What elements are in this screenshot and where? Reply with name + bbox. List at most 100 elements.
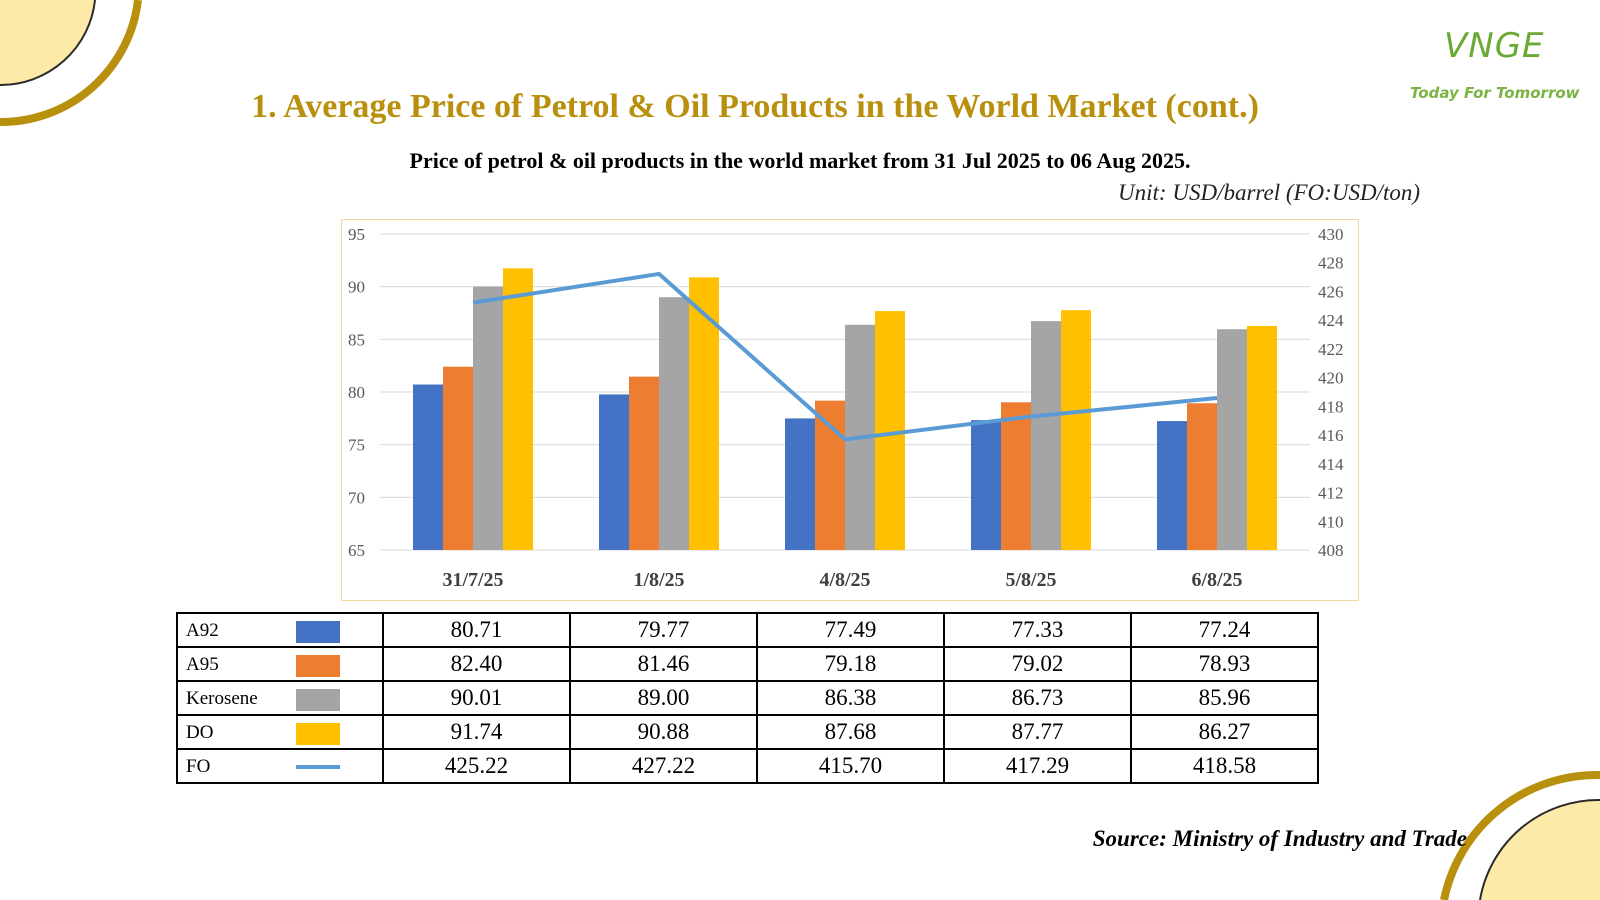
table-cell: 90.88 <box>569 714 758 750</box>
x-tick-label: 6/8/25 <box>1191 569 1242 591</box>
logo-mark: VNGE <box>1444 26 1545 66</box>
bar-do-0 <box>503 268 533 550</box>
bar-do-4 <box>1247 325 1277 550</box>
source-note: Source: Ministry of Industry and Trade <box>1092 826 1467 851</box>
chart-subtitle: Price of petrol & oil products in the wo… <box>409 148 1191 173</box>
table-cell: 87.68 <box>756 714 945 750</box>
y-left-tick-label: 95 <box>348 225 365 244</box>
decor-arc-top-left <box>0 0 96 87</box>
page-title: 1. Average Price of Petrol & Oil Product… <box>251 88 1259 125</box>
y-right-tick-label: 428 <box>1318 254 1344 273</box>
chart-frame: 65 70 75 80 85 90 95 408 410 412 414 416 418 420 422 42… <box>341 219 1359 601</box>
bar-do-1 <box>689 277 719 550</box>
y-left-tick-label: 75 <box>348 436 365 455</box>
series-label-cell: A95 <box>176 646 384 682</box>
y-right-tick-label: 412 <box>1318 484 1344 503</box>
bar-kerosene-4 <box>1217 329 1247 550</box>
bar-a95-2 <box>815 400 845 550</box>
y-left-tick-label: 85 <box>348 330 365 349</box>
table-row: FO 425.22 427.22 415.70 417.29 418.58 <box>176 748 1319 784</box>
table-cell: 415.70 <box>756 748 945 784</box>
table-cell: 90.01 <box>382 680 571 716</box>
bar-a92-0 <box>413 384 443 550</box>
bar-a92-3 <box>971 420 1001 550</box>
bar-kerosene-0 <box>473 286 503 550</box>
bar-do-2 <box>875 311 905 550</box>
table-cell: 82.40 <box>382 646 571 682</box>
y-right-tick-label: 430 <box>1318 225 1344 244</box>
table-cell: 81.46 <box>569 646 758 682</box>
bar-a92-4 <box>1157 421 1187 550</box>
data-table: A92 80.71 79.77 77.49 77.33 77.24 A95 82.40 81.4… <box>176 612 1319 784</box>
table-cell: 89.00 <box>569 680 758 716</box>
table-cell: 86.38 <box>756 680 945 716</box>
bar-a92-2 <box>785 418 815 550</box>
bar-a95-3 <box>1001 402 1031 550</box>
bar-kerosene-1 <box>659 297 689 550</box>
unit-label: Unit: USD/barrel (FO:USD/ton) <box>1118 180 1420 205</box>
y-right-tick-label: 416 <box>1318 426 1344 445</box>
y-left-tick-label: 80 <box>348 383 365 402</box>
x-tick-label: 31/7/25 <box>442 569 503 591</box>
table-row: A92 80.71 79.77 77.49 77.33 77.24 <box>176 612 1319 648</box>
x-tick-label: 4/8/25 <box>819 569 870 591</box>
table-row: A95 82.40 81.46 79.18 79.02 78.93 <box>176 646 1319 682</box>
legend-swatch-fo <box>296 765 340 769</box>
bar-a92-1 <box>599 394 629 550</box>
table-cell: 85.96 <box>1130 680 1319 716</box>
bar-do-3 <box>1061 310 1091 550</box>
series-label-cell: DO <box>176 714 384 750</box>
y-left-tick-label: 65 <box>348 541 365 560</box>
decor-arc-bottom-right <box>1479 798 1600 900</box>
y-right-tick-label: 418 <box>1318 397 1344 416</box>
y-right-tick-label: 410 <box>1318 512 1344 531</box>
y-left-tick-label: 70 <box>348 488 365 507</box>
table-cell: 79.77 <box>569 612 758 648</box>
table-cell: 427.22 <box>569 748 758 784</box>
company-logo: VNGE Today For Tomorrow <box>1400 18 1580 108</box>
series-label-cell: FO <box>176 748 384 784</box>
corner-decoration-bottom-right <box>1440 770 1600 900</box>
bar-kerosene-3 <box>1031 321 1061 550</box>
decor-fill-bottom-right <box>1480 799 1600 900</box>
table-cell: 78.93 <box>1130 646 1319 682</box>
series-label: A95 <box>186 654 219 675</box>
series-line-fo <box>472 271 1218 442</box>
decor-gold-arc-top-left <box>0 0 142 127</box>
series-label: DO <box>186 722 214 743</box>
series-label: A92 <box>186 620 219 641</box>
table-cell: 417.29 <box>943 748 1132 784</box>
table-cell: 77.49 <box>756 612 945 648</box>
table-cell: 77.24 <box>1130 612 1319 648</box>
table-cell: 80.71 <box>382 612 571 648</box>
bar-a95-4 <box>1187 403 1217 550</box>
bar-a95-0 <box>443 366 473 550</box>
table-cell: 86.27 <box>1130 714 1319 750</box>
logo-tagline: Today For Tomorrow <box>1410 84 1580 102</box>
x-tick-label: 5/8/25 <box>1005 569 1056 591</box>
y-right-tick-label: 408 <box>1318 541 1344 560</box>
y-right-tick-label: 414 <box>1318 455 1344 474</box>
legend-swatch-a92 <box>296 621 340 643</box>
decor-fill-top-left <box>0 0 95 86</box>
series-label-cell: Kerosene <box>176 680 384 716</box>
y-right-tick-label: 426 <box>1318 282 1344 301</box>
series-label: FO <box>186 756 211 777</box>
legend-swatch-kerosene <box>296 689 340 711</box>
x-tick-label: 1/8/25 <box>633 569 684 591</box>
table-row: Kerosene 90.01 89.00 86.38 86.73 85.96 <box>176 680 1319 716</box>
price-chart: 65 70 75 80 85 90 95 408 410 412 414 416 418 420 422 42… <box>348 225 1344 591</box>
y-right-tick-label: 420 <box>1318 369 1344 388</box>
y-left-tick-label: 90 <box>348 278 365 297</box>
table-row: DO 91.74 90.88 87.68 87.77 86.27 <box>176 714 1319 750</box>
legend-swatch-do <box>296 723 340 745</box>
table-cell: 425.22 <box>382 748 571 784</box>
y-right-tick-label: 424 <box>1318 311 1344 330</box>
table-cell: 79.18 <box>756 646 945 682</box>
legend-swatch-a95 <box>296 655 340 677</box>
table-cell: 418.58 <box>1130 748 1319 784</box>
series-label-cell: A92 <box>176 612 384 648</box>
table-cell: 86.73 <box>943 680 1132 716</box>
y-right-tick-label: 422 <box>1318 340 1344 359</box>
series-label: Kerosene <box>186 688 258 709</box>
